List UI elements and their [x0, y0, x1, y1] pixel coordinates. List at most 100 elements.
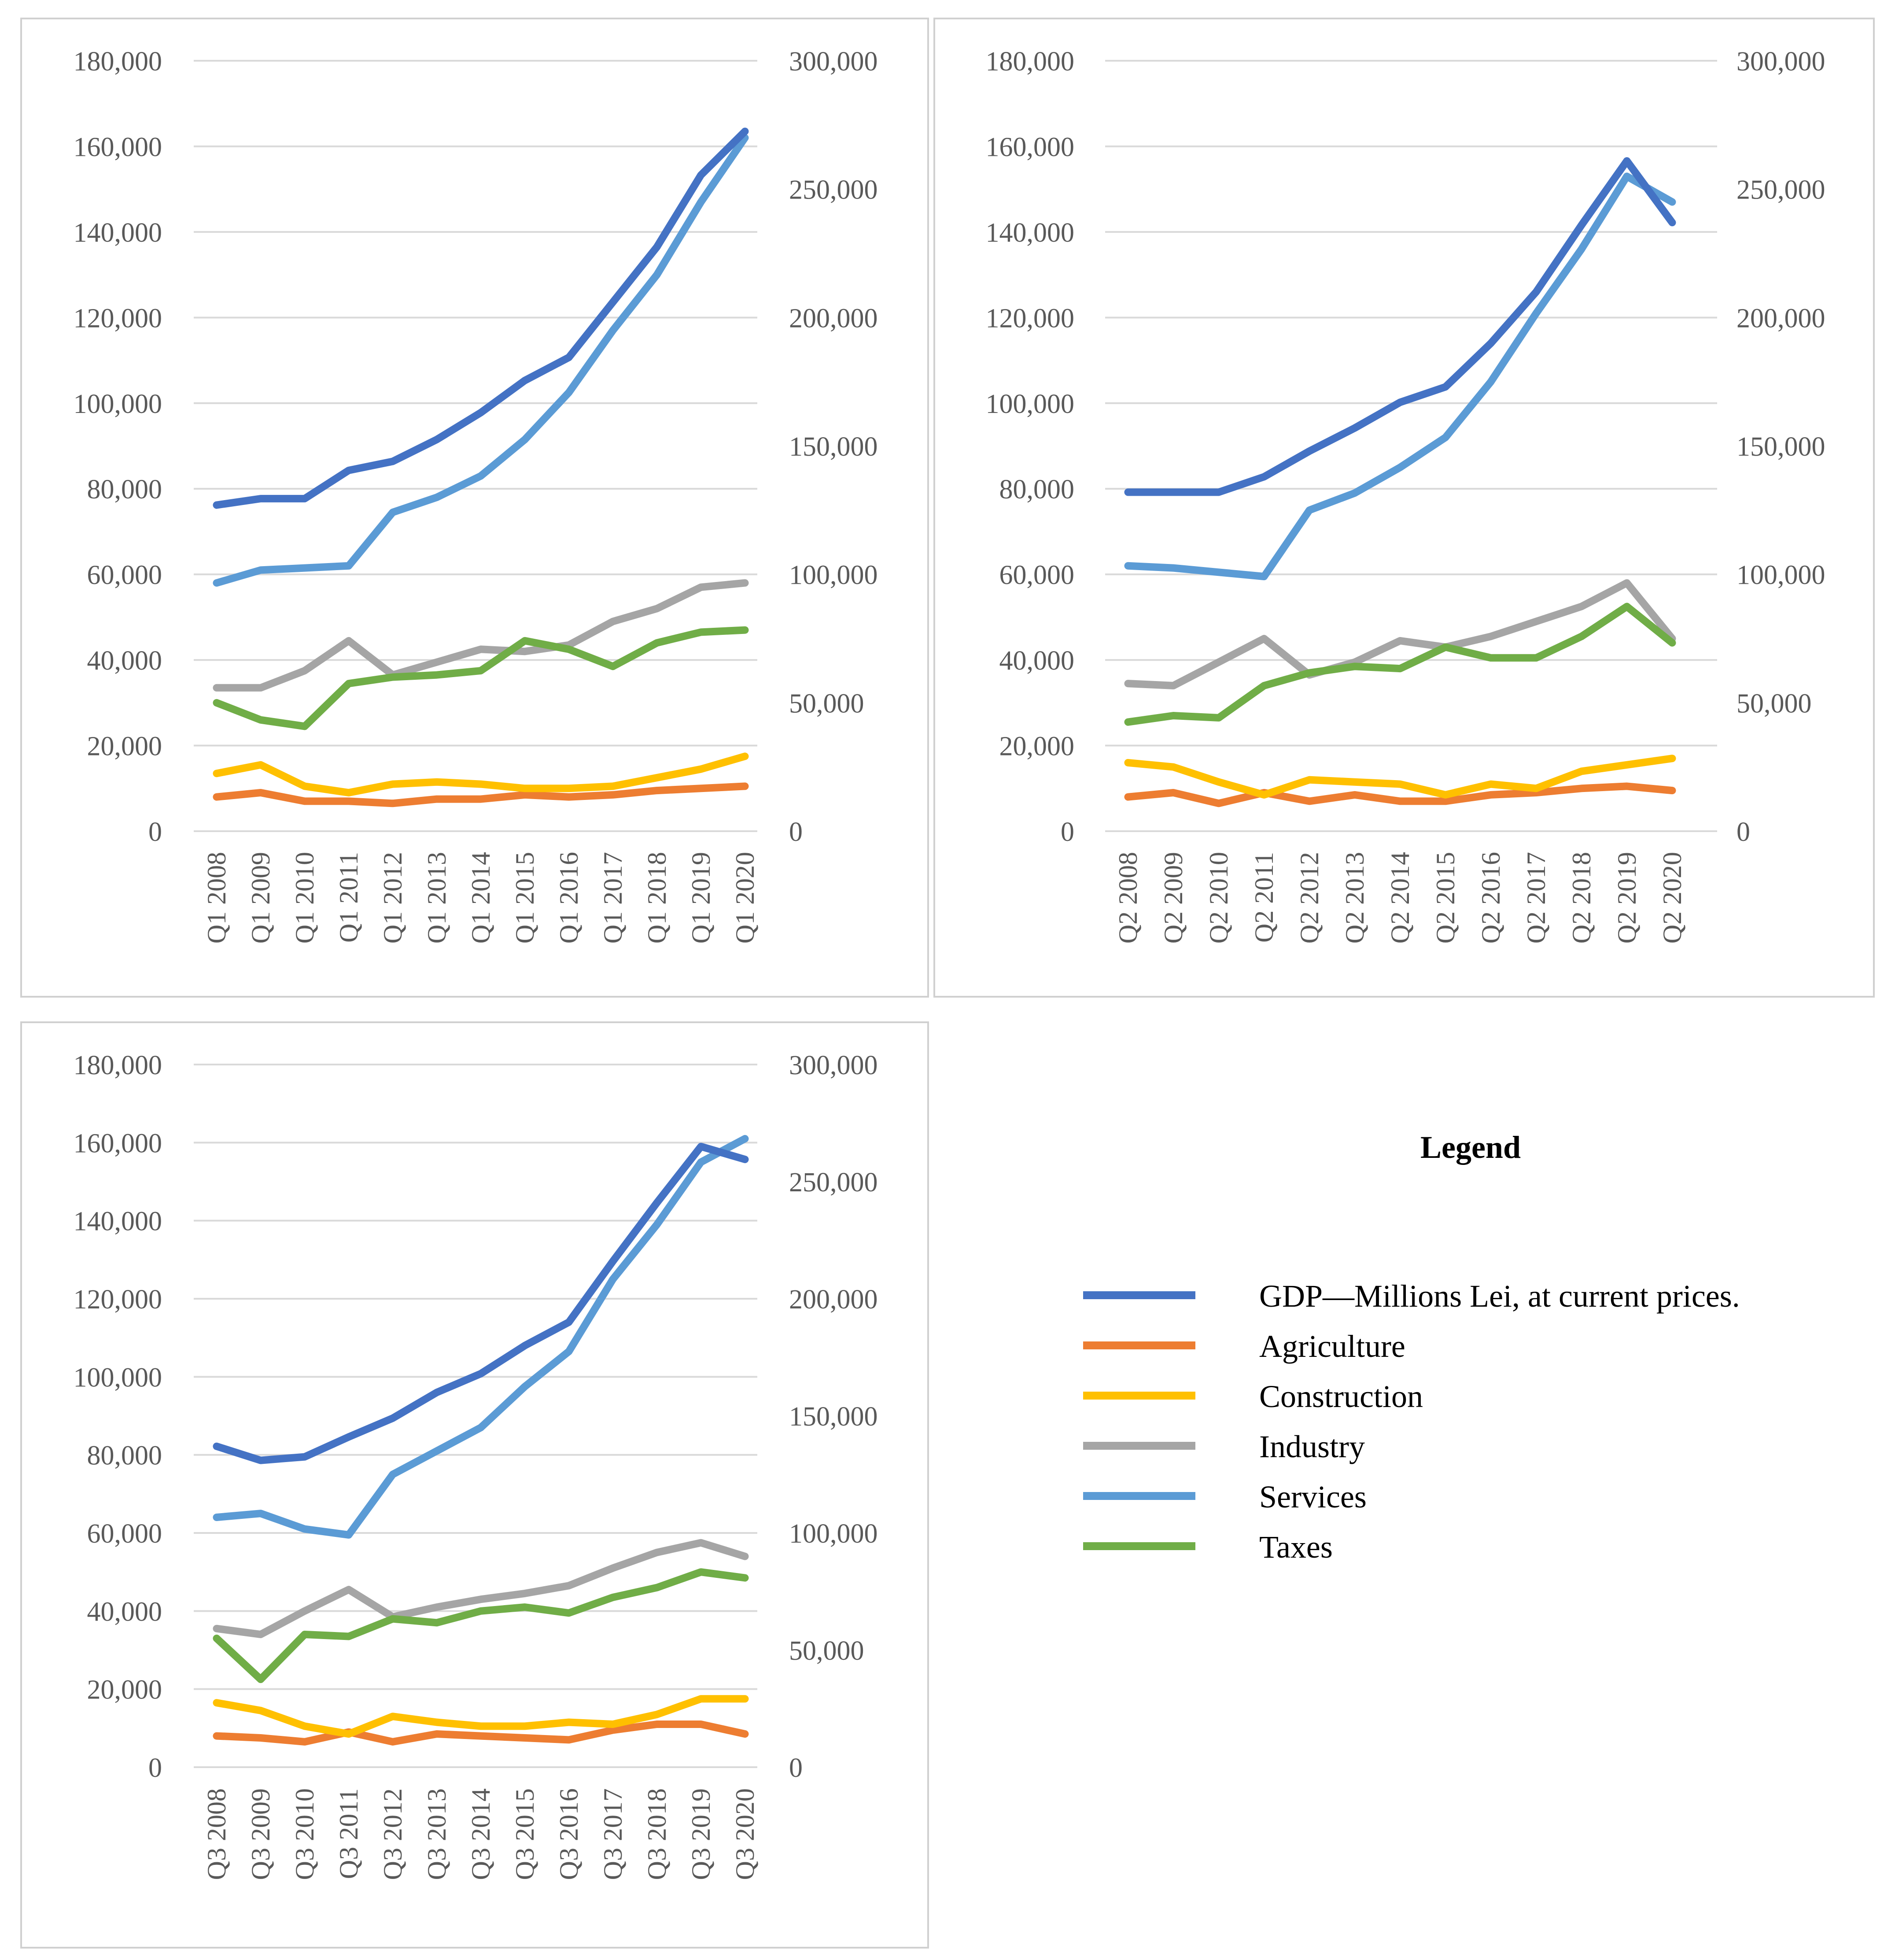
y-tick-right: 50,000 [1736, 689, 1812, 718]
y-tick-left: 20,000 [999, 732, 1075, 762]
x-tick-label: Q3 2009 [246, 1788, 275, 1880]
legend-label-taxes: Taxes [1259, 1529, 1333, 1565]
x-tick-label: Q3 2010 [290, 1788, 319, 1880]
legend-title: Legend [1420, 1130, 1521, 1165]
x-tick-label: Q1 2009 [246, 852, 275, 943]
x-tick-label: Q1 2019 [686, 852, 715, 943]
x-tick-label: Q1 2013 [422, 852, 451, 943]
y-tick-left: 180,000 [986, 47, 1075, 77]
x-tick-label: Q2 2018 [1567, 852, 1596, 943]
x-tick-label: Q3 2018 [642, 1788, 671, 1880]
y-tick-left: 60,000 [87, 560, 162, 590]
series-line-construction [213, 1695, 749, 1738]
x-tick-label: Q2 2014 [1386, 852, 1415, 943]
series-line-gdp [1124, 157, 1676, 496]
y-tick-right: 300,000 [789, 47, 878, 77]
x-tick-label: Q2 2008 [1113, 852, 1143, 943]
y-tick-right: 250,000 [1736, 175, 1825, 205]
legend-label-industry: Industry [1259, 1429, 1365, 1464]
y-tick-right: 200,000 [789, 303, 878, 333]
series-line-services [1124, 173, 1676, 580]
x-tick-label: Q1 2012 [378, 852, 407, 943]
x-tick-label: Q3 2017 [598, 1788, 627, 1880]
legend-label-services: Services [1259, 1479, 1367, 1514]
x-tick-label: Q3 2014 [466, 1788, 495, 1880]
x-tick-label: Q2 2017 [1522, 852, 1551, 943]
series-line-taxes [213, 626, 749, 730]
x-tick-label: Q2 2010 [1204, 852, 1233, 943]
x-tick-label: Q1 2018 [642, 852, 671, 943]
x-tick-label: Q1 2011 [334, 852, 363, 943]
x-tick-label: Q1 2017 [598, 852, 627, 943]
chart-panel-q3: 0 20,000 40,000 60,000 80,000 100,000 120,000 1… [20, 1021, 929, 1949]
y-tick-right: 150,000 [789, 432, 878, 462]
y-tick-right: 250,000 [789, 175, 878, 205]
x-tick-label: Q3 2013 [422, 1788, 451, 1880]
x-tick-label: Q1 2008 [202, 852, 231, 943]
series-line-construction [213, 752, 749, 796]
y-tick-left: 180,000 [74, 1050, 162, 1080]
y-tick-right: 100,000 [789, 1519, 878, 1549]
y-tick-left: 40,000 [87, 646, 162, 676]
series-line-agriculture [1124, 782, 1676, 807]
chart-panel-q1: 0 20,000 40,000 60,000 80,000 100,000 120,000 1… [20, 18, 929, 998]
legend-label-gdp: GDP—Millions Lei, at current prices. [1259, 1278, 1740, 1314]
y-tick-right: 150,000 [789, 1402, 878, 1432]
x-tick-label: Q2 2013 [1340, 852, 1369, 943]
y-tick-right: 50,000 [789, 1636, 864, 1666]
series-line-construction [1124, 755, 1676, 799]
x-tick-label: Q1 2016 [554, 852, 583, 943]
y-tick-left: 120,000 [74, 303, 162, 333]
y-tick-left: 20,000 [87, 732, 162, 762]
series-line-agriculture [213, 782, 749, 807]
series-line-services [213, 134, 749, 587]
x-tick-label: Q2 2015 [1431, 852, 1460, 943]
y-tick-left: 80,000 [999, 475, 1075, 505]
x-tick-label: Q2 2019 [1612, 852, 1641, 943]
x-tick-label: Q1 2015 [510, 852, 539, 943]
y-tick-left: 80,000 [87, 1441, 162, 1471]
y-tick-left: 100,000 [74, 389, 162, 419]
y-tick-right: 100,000 [1736, 560, 1825, 590]
x-tick-label: Q3 2019 [686, 1788, 715, 1880]
y-tick-left: 20,000 [87, 1675, 162, 1705]
y-tick-right: 0 [789, 817, 803, 847]
x-tick-label: Q2 2012 [1295, 852, 1324, 943]
chart-panel-q2: 0 20,000 40,000 60,000 80,000 100,000 120,000 1… [933, 18, 1875, 998]
y-tick-right: 100,000 [789, 560, 878, 590]
y-tick-left: 0 [1061, 817, 1074, 847]
panel-frame [933, 18, 1875, 998]
y-tick-left: 180,000 [74, 47, 162, 77]
series-line-gdp [213, 127, 749, 509]
x-tick-label: Q1 2020 [730, 852, 759, 943]
y-tick-left: 100,000 [986, 389, 1075, 419]
y-tick-right: 300,000 [789, 1050, 878, 1080]
series-line-agriculture [213, 1721, 749, 1746]
y-tick-right: 50,000 [789, 689, 864, 718]
y-tick-left: 60,000 [999, 560, 1075, 590]
x-tick-label: Q3 2011 [334, 1788, 363, 1879]
legend: Legend GDP—Millions Lei, at current pric… [1083, 1130, 1740, 1565]
y-tick-left: 160,000 [986, 132, 1075, 162]
y-tick-left: 120,000 [986, 303, 1075, 333]
y-tick-left: 0 [148, 1753, 162, 1783]
x-tick-label: Q3 2015 [510, 1788, 539, 1880]
y-tick-left: 60,000 [87, 1519, 162, 1549]
panel-frame [20, 18, 929, 998]
y-tick-left: 40,000 [999, 646, 1075, 676]
x-tick-label: Q1 2010 [290, 852, 319, 943]
y-tick-right: 0 [1736, 817, 1750, 847]
y-tick-right: 150,000 [1736, 432, 1825, 462]
x-tick-label: Q3 2016 [554, 1788, 583, 1880]
x-tick-label: Q3 2012 [378, 1788, 407, 1880]
series-line-gdp [213, 1142, 749, 1464]
x-tick-label: Q2 2016 [1476, 852, 1505, 943]
y-tick-right: 0 [789, 1753, 803, 1783]
series-line-services [213, 1135, 749, 1539]
y-tick-left: 80,000 [87, 475, 162, 505]
legend-label-construction: Construction [1259, 1379, 1423, 1414]
panel-frame [20, 1021, 929, 1949]
legend-label-agriculture: Agriculture [1259, 1329, 1405, 1364]
y-tick-right: 250,000 [789, 1168, 878, 1197]
